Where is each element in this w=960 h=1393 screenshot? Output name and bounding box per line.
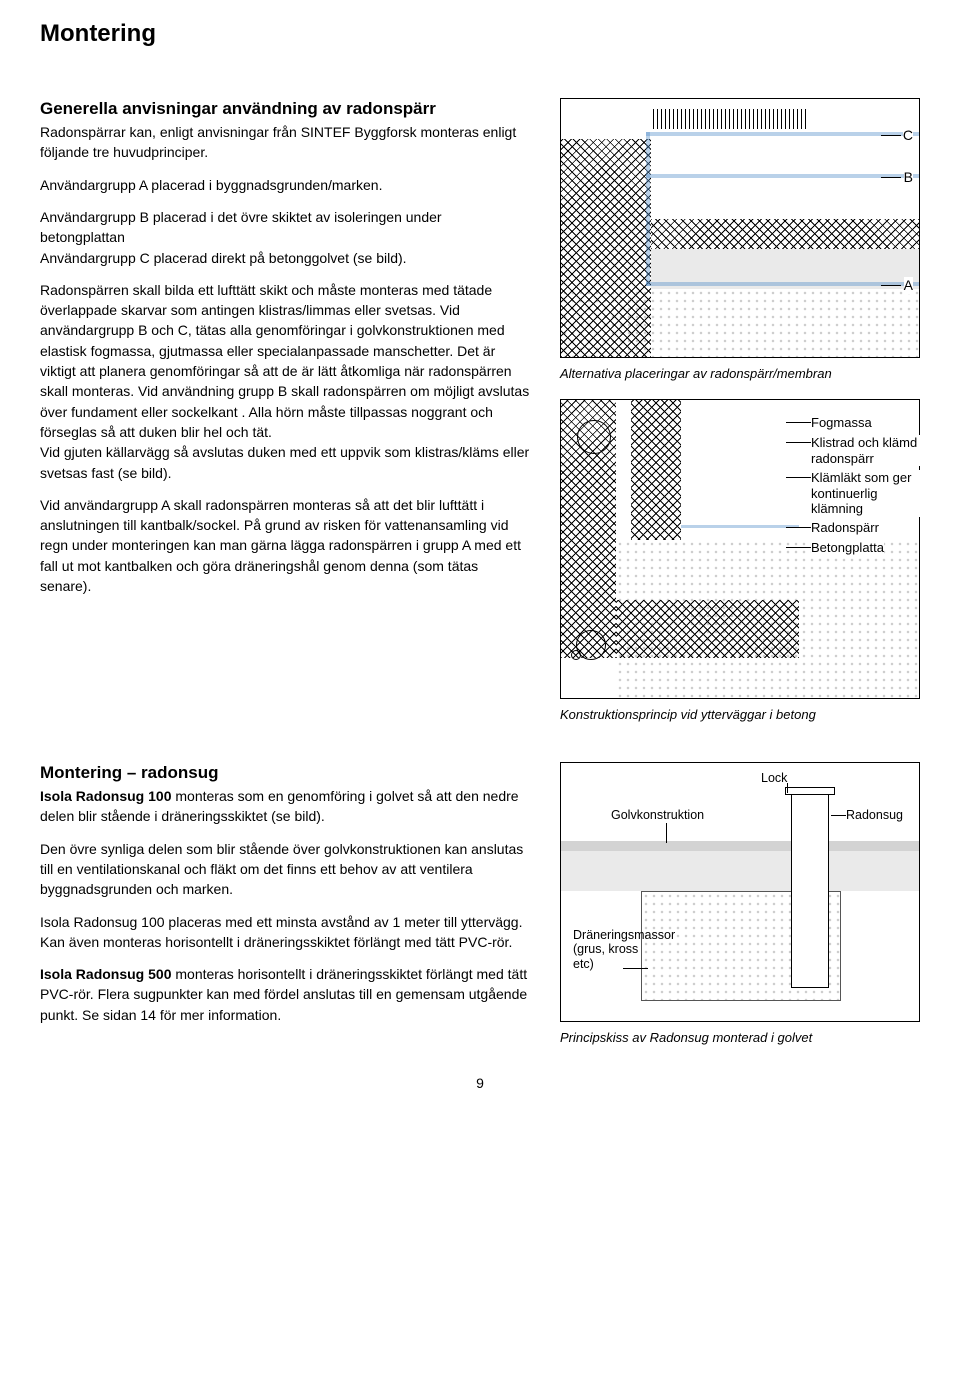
figure-3-label-golv: Golvkonstruktion bbox=[611, 808, 704, 822]
para-r1: Isola Radonsug 100 monteras som en genom… bbox=[40, 786, 530, 827]
figure-2-label-klamlakt: Klämläkt som ger kontinuerlig klämning bbox=[811, 470, 921, 517]
figure-2-diagram: Fogmassa Klistrad och klämd radonspärr K… bbox=[560, 399, 920, 699]
para-5: Radonspärren skall bilda ett lufttätt sk… bbox=[40, 280, 530, 442]
section-heading-radonsug: Montering – radonsug bbox=[40, 762, 530, 784]
figure-2-caption: Konstruktionsprincip vid ytterväggar i b… bbox=[560, 707, 920, 722]
figure-2-label-klistrad: Klistrad och klämd radonspärr bbox=[811, 435, 921, 466]
para-6: Vid gjuten källarvägg så avslutas duken … bbox=[40, 442, 530, 483]
figure-3-label-lock: Lock bbox=[761, 771, 787, 785]
para-1: Radonspärrar kan, enligt anvisningar frå… bbox=[40, 122, 530, 163]
figure-1-label-a: A bbox=[904, 277, 913, 294]
figure-3-label-radonsug: Radonsug bbox=[846, 808, 903, 822]
figure-1-label-b: B bbox=[904, 169, 913, 186]
page-title: Montering bbox=[40, 20, 920, 48]
para-7: Vid användargrupp A skall radonspärren m… bbox=[40, 495, 530, 596]
figure-3-diagram: Lock Golvkonstruktion Radonsug Dränering… bbox=[560, 762, 920, 1022]
para-4: Användargrupp C placerad direkt på beton… bbox=[40, 248, 530, 268]
figure-1-diagram: C B A bbox=[560, 98, 920, 358]
figure-2-label-betongplatta: Betongplatta bbox=[811, 540, 884, 556]
para-r4: Isola Radonsug 500 monteras horisontellt… bbox=[40, 964, 530, 1025]
para-r3: Isola Radonsug 100 placeras med ett mins… bbox=[40, 912, 530, 953]
page-number: 9 bbox=[40, 1075, 920, 1091]
para-r1-bold: Isola Radonsug 100 bbox=[40, 788, 171, 804]
para-3: Användargrupp B placerad i det övre skik… bbox=[40, 207, 530, 248]
section-heading-general: Generella anvisningar användning av rado… bbox=[40, 98, 530, 120]
figure-3-caption: Principskiss av Radonsug monterad i golv… bbox=[560, 1030, 920, 1045]
figure-1-caption: Alternativa placeringar av radonspärr/me… bbox=[560, 366, 920, 381]
figure-3-label-dran: Dräneringsmassor (grus, kross etc) bbox=[573, 928, 653, 971]
figure-1-label-c: C bbox=[903, 127, 913, 144]
para-r2: Den övre synliga delen som blir stående … bbox=[40, 839, 530, 900]
figure-2-label-radonsparr: Radonspärr bbox=[811, 520, 879, 536]
para-r4-bold: Isola Radonsug 500 bbox=[40, 966, 171, 982]
figure-2-label-fogmassa: Fogmassa bbox=[811, 415, 872, 431]
para-2: Användargrupp A placerad i byggnadsgrund… bbox=[40, 175, 530, 195]
